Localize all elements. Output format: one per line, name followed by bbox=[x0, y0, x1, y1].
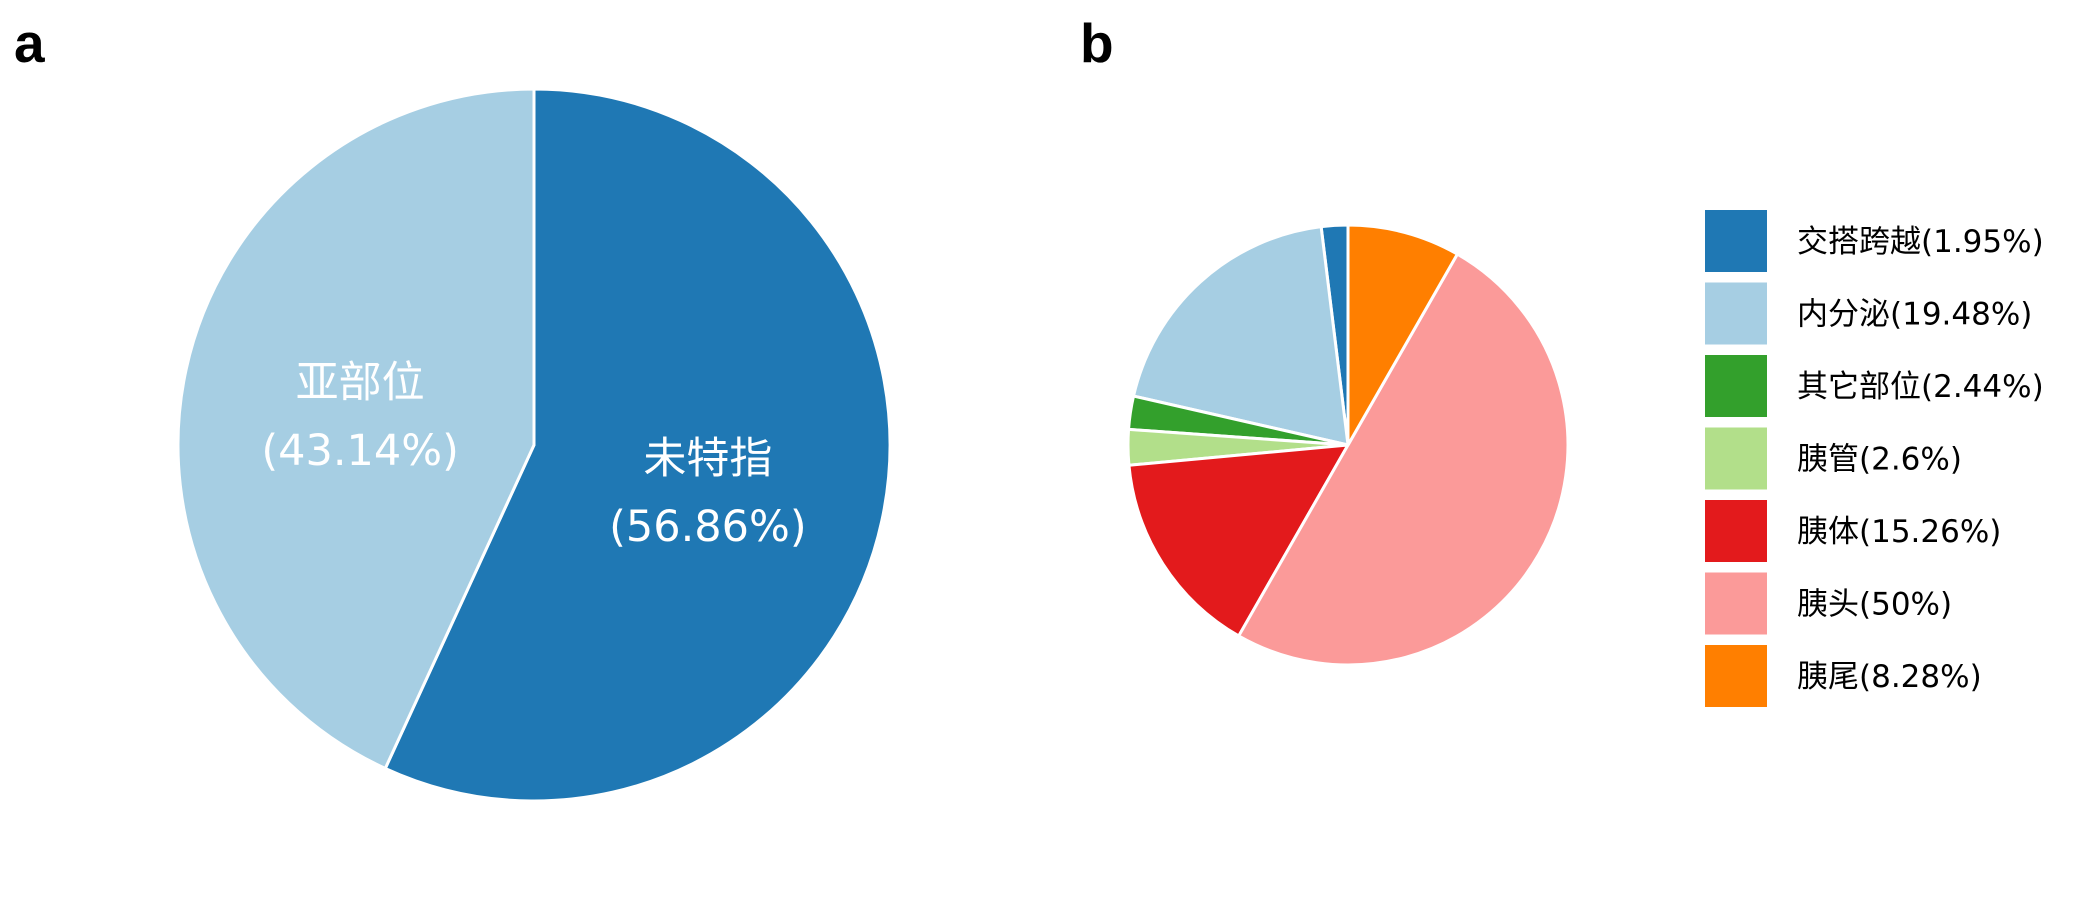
pie-a-slice-label-0: 未特指 bbox=[643, 434, 772, 484]
pie-b-legend-label-4: 胰体(15.26%) bbox=[1797, 514, 2001, 550]
pie-b-slice-4 bbox=[1127, 443, 1350, 638]
pie-b-legend-swatch-5 bbox=[1705, 572, 1767, 635]
pie-b-legend-label-6: 胰尾(8.28%) bbox=[1797, 659, 1982, 695]
pie-b-legend-swatch-3 bbox=[1705, 427, 1767, 490]
legend-b: 交搭跨越(1.95%) 内分泌(19.48%) 其它部位(2.44%) 胰管(2.6%… bbox=[1705, 210, 2044, 707]
pie-b-legend-label-3: 胰管(2.6%) bbox=[1797, 442, 1962, 478]
pie-b-legend-swatch-6 bbox=[1705, 645, 1767, 707]
pie-b-slice-6 bbox=[1346, 223, 1459, 447]
pie-b-legend-swatch-4 bbox=[1705, 500, 1767, 562]
pie-a-slice-1 bbox=[176, 87, 536, 770]
pie-b-legend-swatch-1 bbox=[1705, 282, 1767, 345]
pie-b-legend-label-0: 交搭跨越(1.95%) bbox=[1797, 224, 2044, 260]
pie-a-slice-label-1: 亚部位 bbox=[296, 358, 425, 408]
pie-chart-b bbox=[1126, 223, 1570, 667]
panel-b-letter: b bbox=[1080, 12, 1114, 74]
pie-a-slice-0 bbox=[383, 87, 892, 803]
pie-b-legend-label-2: 其它部位(2.44%) bbox=[1797, 369, 2044, 405]
pie-b-legend-swatch-2 bbox=[1705, 355, 1767, 417]
pie-b-legend-label-5: 胰头(50%) bbox=[1797, 587, 1952, 623]
pie-b-slice-5 bbox=[1237, 252, 1570, 667]
pie-a-slice-percent-1: (43.14%) bbox=[261, 426, 459, 476]
pie-b-slice-1 bbox=[1132, 225, 1350, 447]
pie-b-legend-label-1: 内分泌(19.48%) bbox=[1797, 297, 2032, 333]
pie-chart-a: 未特指 (56.86%) 亚部位 (43.14%) bbox=[176, 87, 892, 803]
panel-a-letter: a bbox=[14, 12, 45, 74]
pie-b-legend-swatch-0 bbox=[1705, 210, 1767, 272]
pie-a-slice-percent-0: (56.86%) bbox=[609, 502, 807, 552]
